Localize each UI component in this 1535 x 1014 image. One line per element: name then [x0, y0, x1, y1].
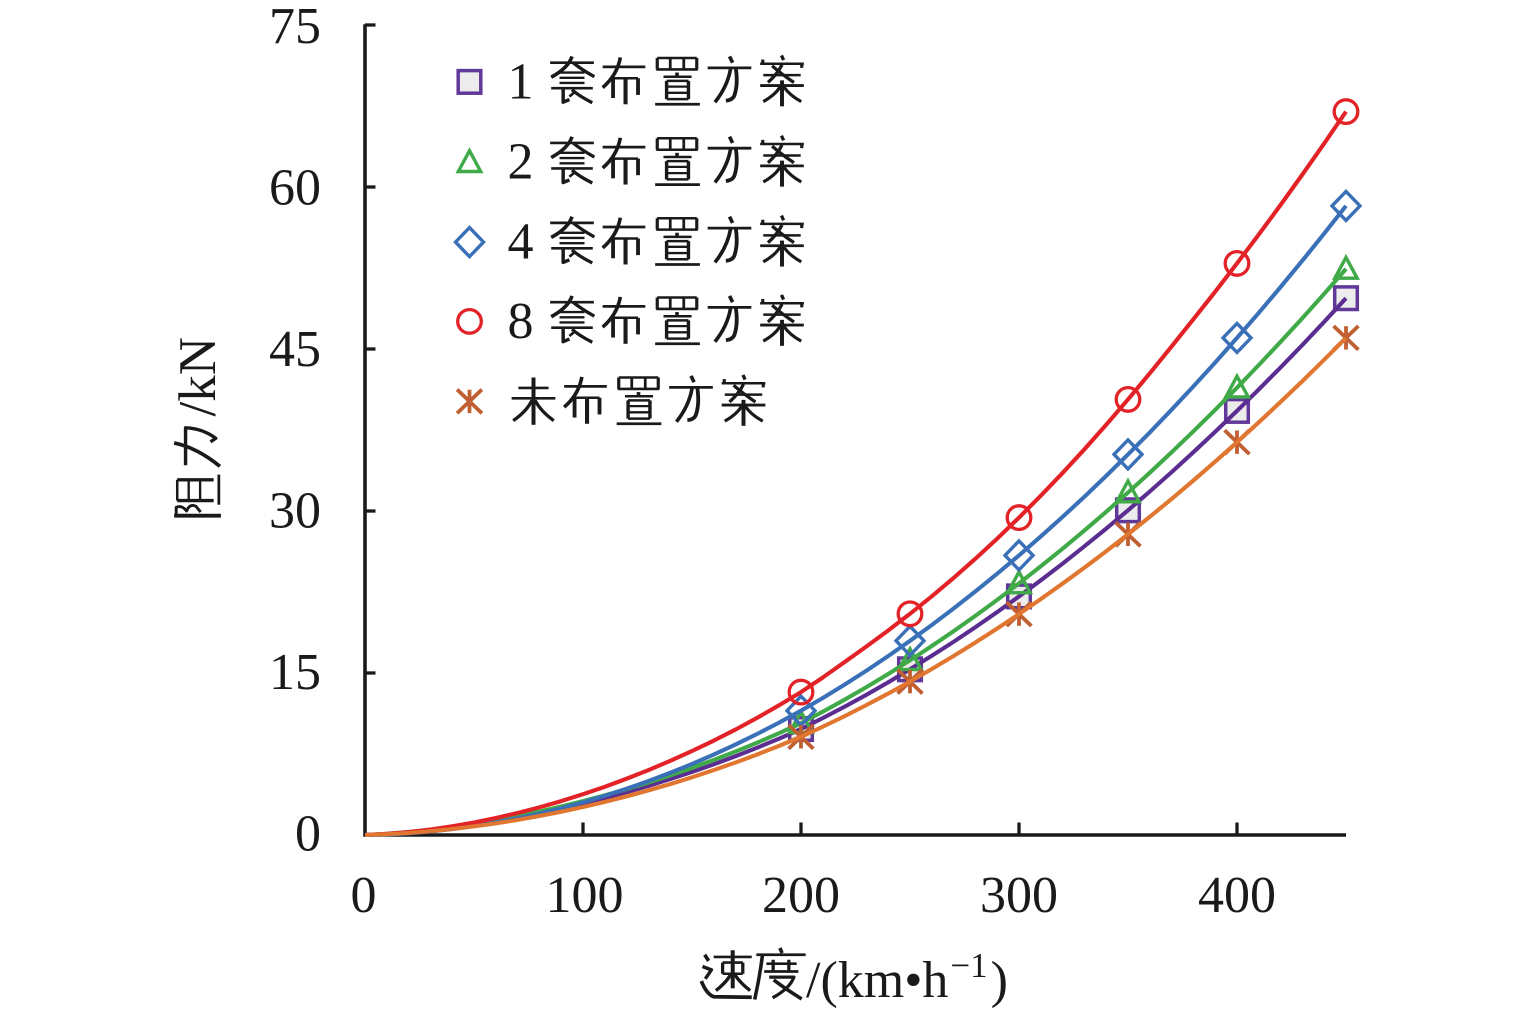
- svg-text:/kN: /kN: [169, 337, 227, 417]
- svg-text:100: 100: [546, 867, 624, 924]
- svg-text:/(km•h−1): /(km•h−1): [806, 946, 1008, 1009]
- svg-text:30: 30: [269, 483, 321, 540]
- svg-text:4: 4: [508, 214, 534, 271]
- svg-text:1: 1: [508, 53, 534, 110]
- svg-text:45: 45: [269, 321, 321, 378]
- svg-text:15: 15: [269, 644, 321, 701]
- svg-text:2: 2: [508, 134, 534, 191]
- svg-text:200: 200: [762, 867, 840, 924]
- svg-text:8: 8: [508, 293, 534, 350]
- svg-text:400: 400: [1198, 867, 1276, 924]
- svg-text:60: 60: [269, 160, 321, 217]
- svg-text:300: 300: [980, 867, 1058, 924]
- svg-text:0: 0: [351, 867, 377, 924]
- svg-text:75: 75: [269, 0, 321, 55]
- svg-text:0: 0: [295, 806, 321, 863]
